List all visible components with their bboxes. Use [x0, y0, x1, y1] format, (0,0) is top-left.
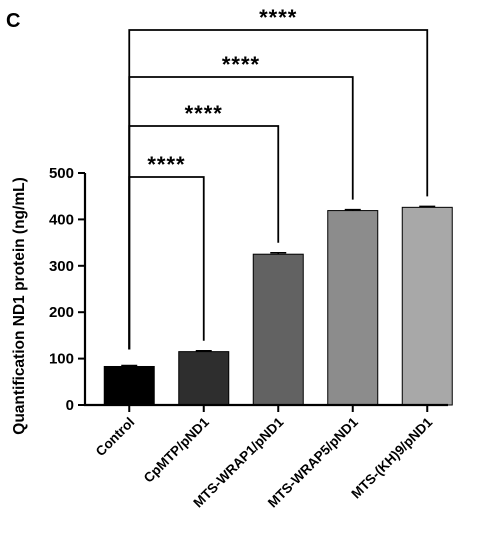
x-tick-label-2: CpMTP/pND1 — [141, 414, 212, 485]
significance-label-3: **** — [222, 52, 260, 77]
y-tick-label-0: 0 — [66, 397, 74, 414]
bar-2 — [178, 351, 230, 406]
y-tick-label-200: 200 — [49, 304, 74, 321]
x-tick-label-5: MTS-(KH)9/pND1 — [348, 414, 435, 501]
y-tick-label-500: 500 — [49, 165, 74, 182]
significance-label-4: **** — [259, 5, 297, 30]
y-axis-title: Quantification ND1 protein (ng/mL) — [11, 177, 28, 434]
significance-bracket-3 — [128, 76, 354, 350]
significance-label-2: **** — [185, 101, 223, 126]
y-tick-label-400: 400 — [49, 211, 74, 228]
significance-label-1: **** — [147, 152, 185, 177]
y-tick-label-100: 100 — [49, 351, 74, 368]
panel-label: C — [6, 10, 20, 32]
y-tick-label-300: 300 — [49, 258, 74, 275]
bar-3 — [252, 253, 304, 406]
x-tick-label-1: Control — [93, 415, 138, 460]
bar-5 — [401, 206, 453, 406]
significance-bracket-4 — [128, 29, 429, 350]
bar-1 — [103, 365, 155, 406]
significance-bracket-1 — [128, 176, 205, 350]
bar-4 — [327, 210, 379, 406]
